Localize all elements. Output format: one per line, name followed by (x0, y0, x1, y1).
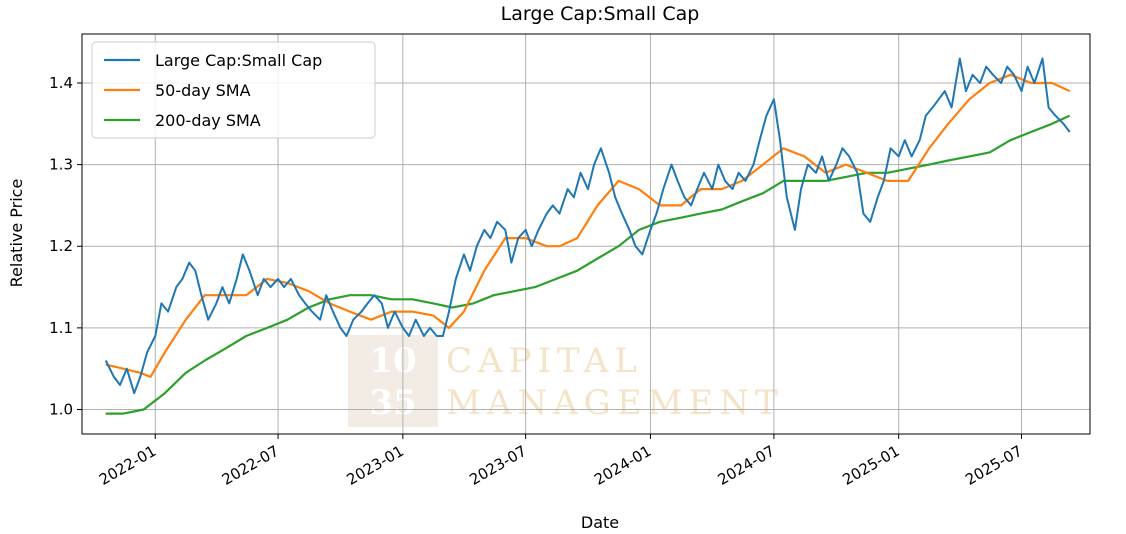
legend-box (91, 41, 376, 139)
plot-frame (81, 33, 1091, 435)
x-axis: 2022-01 2022-07 2023-01 2023-07 2024-01 2024-… (96, 434, 1025, 489)
series-line-sma50 (105, 73, 1071, 378)
legend-label-sma50: 50-day SMA (155, 81, 251, 100)
legend-label-sma200: 200-day SMA (155, 111, 261, 130)
y-tick-label: 1.3 (49, 156, 73, 174)
x-tick-label: 2024-01 (591, 442, 654, 489)
grid-lines (82, 34, 1090, 434)
legend: Large Cap:Small Cap 50-day SMA 200-day S… (91, 41, 376, 139)
x-tick-label: 2022-07 (219, 442, 282, 489)
x-tick-label: 2025-07 (962, 442, 1025, 489)
x-tick-label: 2024-07 (715, 442, 778, 489)
legend-label-ratio: Large Cap:Small Cap (155, 51, 322, 70)
watermark-text-management: MANAGEMENT (446, 383, 784, 423)
y-tick-label: 1.0 (49, 401, 73, 419)
y-tick-label: 1.4 (49, 74, 73, 92)
watermark-number-top: 10 (369, 341, 416, 381)
series-line-sma200 (105, 114, 1071, 415)
chart-title: Large Cap:Small Cap (501, 3, 700, 25)
y-tick-label: 1.1 (49, 319, 73, 337)
x-tick-label: 2023-01 (344, 442, 407, 489)
series-line-ratio (104, 57, 1071, 395)
x-tick-label: 2025-01 (839, 442, 902, 489)
y-axis-label: Relative Price (7, 179, 26, 288)
watermark-box (348, 335, 438, 427)
y-tick-label: 1.2 (49, 237, 73, 255)
watermark-logo: 10 35 CAPITAL MANAGEMENT (348, 335, 784, 427)
x-axis-label: Date (581, 513, 619, 532)
x-tick-label: 2023-07 (466, 442, 529, 489)
y-axis: 1.0 1.1 1.2 1.3 1.4 (49, 74, 82, 419)
watermark-text-capital: CAPITAL (446, 341, 643, 381)
series-layer (104, 57, 1071, 415)
watermark-number-bottom: 35 (369, 383, 416, 423)
x-tick-label: 2022-01 (96, 442, 159, 489)
